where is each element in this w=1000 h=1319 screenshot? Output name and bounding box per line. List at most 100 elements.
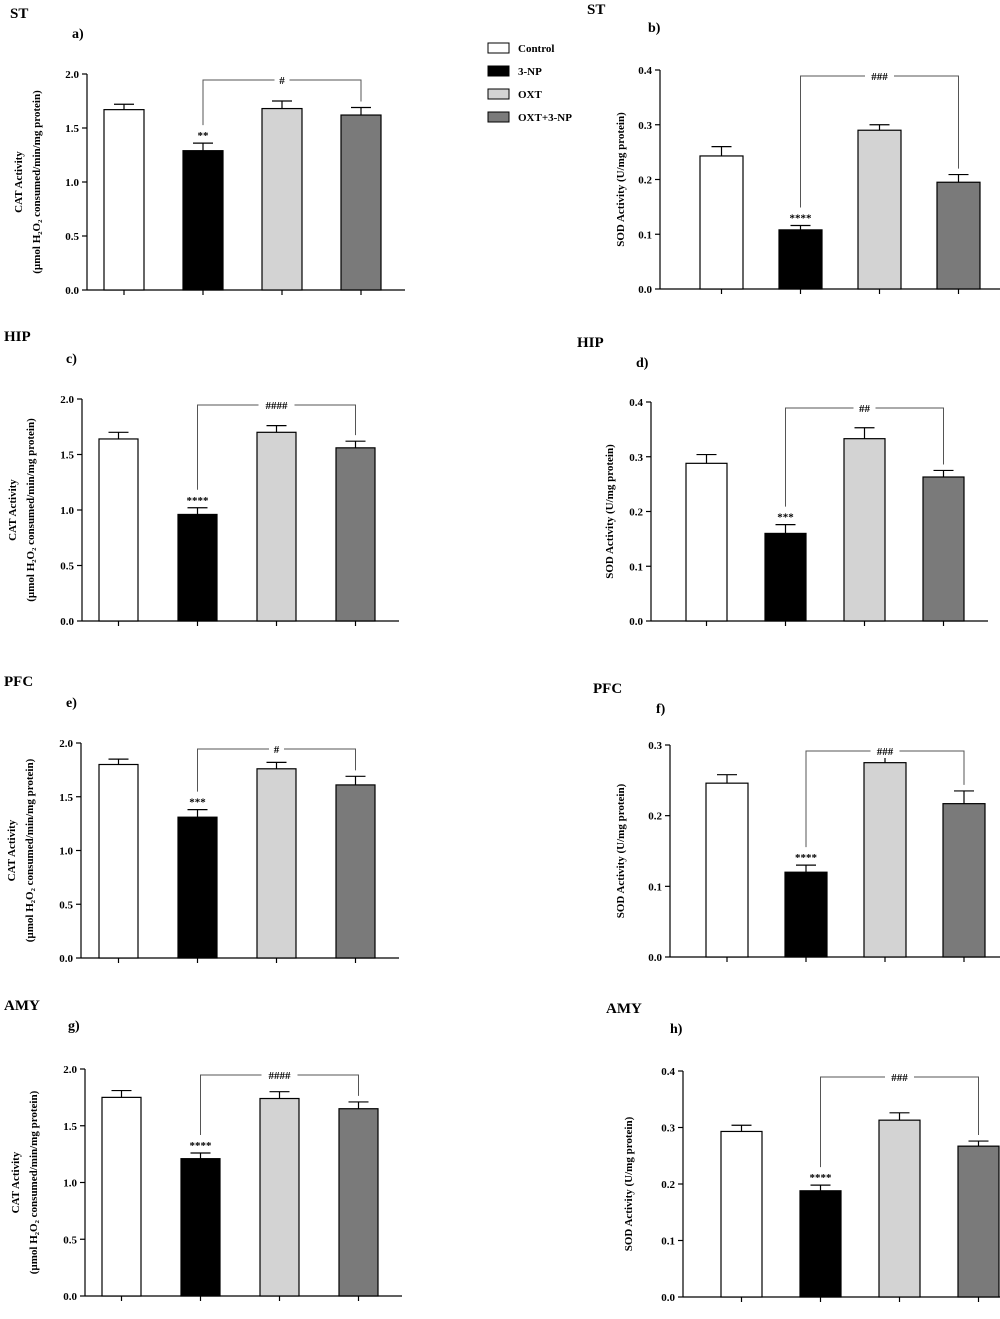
y-tick-label: 0.5 bbox=[63, 1234, 77, 1246]
y-tick-label: 0.3 bbox=[661, 1123, 675, 1135]
y-tick-label: 0.2 bbox=[648, 811, 662, 823]
bar-control bbox=[98, 438, 139, 622]
region-label: HIP bbox=[577, 335, 604, 351]
bar-oxt bbox=[863, 762, 907, 958]
bar-oxt bbox=[261, 107, 303, 291]
bar-oxt bbox=[256, 768, 297, 959]
legend-label: 3-NP bbox=[518, 66, 542, 78]
significance-stars: ** bbox=[198, 130, 210, 142]
bar-control bbox=[101, 1096, 142, 1297]
bar-3-np bbox=[764, 532, 807, 622]
legend-swatch bbox=[487, 88, 510, 100]
bar-oxt bbox=[878, 1119, 921, 1298]
bracket-label: #### bbox=[269, 1070, 292, 1082]
bar-oxt-3-np bbox=[922, 476, 965, 622]
significance-stars: **** bbox=[810, 1172, 833, 1184]
bracket-label-bg bbox=[870, 744, 900, 758]
bar-3-np bbox=[177, 513, 218, 622]
chart-panel-c: HIP c) CAT Activity (µmol H₂O₂ consumed/min… bbox=[4, 329, 399, 628]
bracket-label-bg bbox=[258, 398, 295, 412]
panel-letter: b) bbox=[648, 21, 661, 36]
bracket-label: # bbox=[279, 75, 285, 87]
bar-3-np bbox=[799, 1190, 842, 1298]
y-tick-label: 1.5 bbox=[60, 450, 74, 462]
region-label: AMY bbox=[4, 998, 40, 1014]
panel-letter: h) bbox=[670, 1022, 683, 1037]
bracket-label-bg bbox=[865, 69, 894, 83]
y-axis-label: (µmol H₂O₂ consumed/min/mg protein) bbox=[28, 1090, 40, 1274]
y-tick-label: 0.3 bbox=[648, 740, 662, 752]
y-axis-label: SOD Activity (U/mg protein) bbox=[615, 112, 627, 247]
y-tick-label: 0.0 bbox=[63, 1291, 77, 1303]
chart-panel-a: ST a) CAT Activity (µmol H₂O₂ consumed/min/… bbox=[10, 6, 405, 297]
bar-control bbox=[98, 763, 139, 959]
y-tick-label: 2.0 bbox=[65, 69, 79, 81]
bar-oxt-3-np bbox=[936, 181, 981, 290]
bracket-label: ### bbox=[891, 1072, 908, 1084]
bar-oxt-3-np bbox=[942, 803, 986, 958]
y-axis-label: (µmol H₂O₂ consumed/min/mg protein) bbox=[24, 758, 36, 942]
y-tick-label: 1.0 bbox=[65, 177, 79, 189]
y-axis-label: (µmol H₂O₂ consumed/min/mg protein) bbox=[31, 90, 43, 274]
y-axis-label: CAT Activity bbox=[10, 1151, 22, 1213]
chart-panel-f: PFC f) SOD Activity (U/mg protein) 0.0 0.1 0.… bbox=[593, 681, 1000, 964]
y-tick-label: 0.5 bbox=[65, 231, 79, 243]
significance-stars: **** bbox=[790, 212, 813, 224]
bar-control bbox=[699, 155, 744, 290]
significance-stars: **** bbox=[795, 852, 818, 864]
bar-oxt bbox=[256, 431, 297, 622]
bar-3-np bbox=[177, 816, 218, 959]
bar-oxt-3-np bbox=[335, 447, 376, 622]
y-tick-label: 0.5 bbox=[60, 561, 74, 573]
region-label: HIP bbox=[4, 329, 31, 345]
chart-panel-e: PFC e) CAT Activity (µmol H₂O₂ consumed/min… bbox=[4, 674, 399, 965]
y-tick-label: 1.0 bbox=[63, 1178, 77, 1190]
region-label: AMY bbox=[606, 1001, 642, 1017]
bar-control bbox=[705, 782, 749, 958]
y-axis-label: SOD Activity (U/mg protein) bbox=[615, 783, 627, 918]
y-tick-label: 2.0 bbox=[63, 1064, 77, 1076]
y-axis-label: CAT Activity bbox=[13, 151, 25, 213]
legend-label: OXT bbox=[518, 89, 543, 101]
y-tick-label: 2.0 bbox=[59, 738, 73, 750]
bracket-label: ### bbox=[871, 71, 888, 83]
panel-letter: e) bbox=[66, 696, 77, 711]
y-tick-label: 1.0 bbox=[60, 505, 74, 517]
y-tick-label: 0.1 bbox=[648, 881, 662, 893]
bracket-label-bg bbox=[885, 1070, 914, 1084]
bar-oxt bbox=[259, 1097, 300, 1297]
legend: Control 3-NP OXT OXT+3-NP bbox=[487, 42, 572, 124]
bar-3-np bbox=[180, 1158, 221, 1297]
legend-swatch bbox=[487, 111, 510, 123]
y-tick-label: 0.0 bbox=[65, 285, 79, 297]
y-tick-label: 1.5 bbox=[63, 1121, 77, 1133]
significance-stars: **** bbox=[190, 1140, 213, 1152]
bar-3-np bbox=[778, 229, 823, 290]
y-axis-label: CAT Activity bbox=[6, 819, 18, 881]
y-tick-label: 0.0 bbox=[638, 284, 652, 296]
bracket-label-bg bbox=[274, 73, 290, 87]
region-label: ST bbox=[587, 2, 605, 18]
panel-letter: a) bbox=[72, 27, 84, 42]
region-label: ST bbox=[10, 6, 28, 22]
y-tick-label: 0.0 bbox=[59, 953, 73, 965]
y-axis-label: (µmol H₂O₂ consumed/min/mg protein) bbox=[25, 418, 37, 602]
y-tick-label: 0.1 bbox=[629, 561, 643, 573]
y-axis-label: SOD Activity (U/mg protein) bbox=[604, 444, 616, 579]
y-tick-label: 0.0 bbox=[661, 1292, 675, 1304]
legend-swatch bbox=[487, 42, 510, 54]
bar-3-np bbox=[784, 871, 828, 958]
y-tick-label: 0.1 bbox=[638, 229, 652, 241]
y-tick-label: 1.0 bbox=[59, 846, 73, 858]
significance-stars: *** bbox=[189, 797, 206, 809]
y-tick-label: 0.3 bbox=[638, 120, 652, 132]
panel-letter: g) bbox=[68, 1019, 80, 1034]
y-tick-label: 0.0 bbox=[60, 616, 74, 628]
y-tick-label: 1.5 bbox=[65, 123, 79, 135]
bar-3-np bbox=[182, 150, 224, 291]
bar-oxt bbox=[843, 438, 886, 622]
bracket-label: ## bbox=[859, 403, 871, 415]
y-tick-label: 0.4 bbox=[629, 397, 643, 409]
bracket-label-bg bbox=[269, 742, 284, 756]
